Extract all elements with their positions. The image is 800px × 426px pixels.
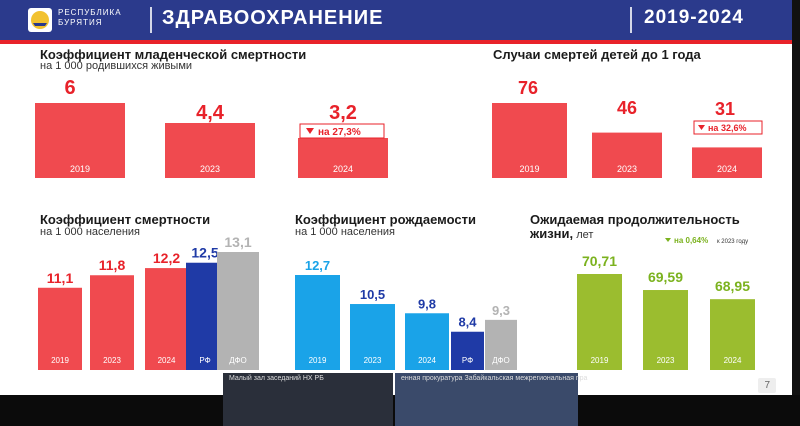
slide: РЕСПУБЛИКА БУРЯТИЯ ЗДРАВООХРАНЕНИЕ 2019-… xyxy=(0,0,792,395)
category-label: 2023 xyxy=(103,356,121,365)
value-label: 12,2 xyxy=(153,250,180,266)
bar xyxy=(405,313,449,370)
chart3-subtitle: на 1 000 населения xyxy=(40,226,140,238)
bar xyxy=(90,275,134,370)
category-label: 2019 xyxy=(591,356,609,365)
change-badge-text: на 27,3% xyxy=(318,127,361,138)
change-badge xyxy=(299,123,385,139)
video-caption: Малый зал заседаний НХ РБ xyxy=(229,375,324,382)
category-label: 2024 xyxy=(724,356,742,365)
value-label: 12,5 xyxy=(191,245,218,261)
arrow-down-icon xyxy=(306,128,314,134)
category-label: 2019 xyxy=(70,164,90,174)
bar xyxy=(492,103,567,178)
value-label: 13,1 xyxy=(224,234,251,250)
chart5-title: Ожидаемая продолжительность xyxy=(530,212,740,227)
bar xyxy=(577,274,622,370)
bar xyxy=(38,287,82,370)
value-label: 31 xyxy=(715,99,735,119)
value-label: 4,4 xyxy=(196,102,225,124)
change-badge-text: на 32,6% xyxy=(708,123,746,133)
category-label: 2024 xyxy=(158,356,176,365)
chart3-title: Коэффициент смертности xyxy=(40,212,211,227)
change-note-suffix: к 2023 году xyxy=(717,239,748,245)
category-label: 2024 xyxy=(717,164,737,174)
bar xyxy=(592,132,662,178)
video-caption: енная прокуратура Забайкальская межрегио… xyxy=(401,375,588,382)
category-label: ДФО xyxy=(492,356,510,365)
value-label: 69,59 xyxy=(648,269,683,285)
value-label: 11,1 xyxy=(47,270,74,286)
category-label: РФ xyxy=(462,356,473,365)
chart5-subtitle-unit: лет xyxy=(573,229,594,241)
bar xyxy=(451,331,484,370)
infant-deaths-chart: 2019 2023 2024 76 46 31 на 32,6% xyxy=(492,78,763,178)
category-label: 2023 xyxy=(617,164,637,174)
bar xyxy=(35,103,125,178)
value-label: 6 xyxy=(64,77,75,99)
category-label: 2024 xyxy=(333,164,353,174)
header-bar: РЕСПУБЛИКА БУРЯТИЯ ЗДРАВООХРАНЕНИЕ 2019-… xyxy=(0,0,792,40)
republic-emblem-icon xyxy=(28,8,52,32)
bar xyxy=(165,123,255,178)
header-divider xyxy=(150,7,152,33)
category-label: РФ xyxy=(199,356,210,365)
arrow-down-icon xyxy=(698,125,705,130)
value-label: 76 xyxy=(518,78,538,98)
category-label: 2023 xyxy=(364,356,382,365)
value-label: 9,8 xyxy=(418,296,436,311)
value-label: 10,5 xyxy=(360,287,385,302)
value-label: 9,3 xyxy=(492,303,510,318)
page-number: 7 xyxy=(758,378,776,393)
change-badge xyxy=(693,120,763,135)
value-label: 12,7 xyxy=(305,258,330,273)
value-label: 70,71 xyxy=(582,253,617,269)
category-label: 2024 xyxy=(418,356,436,365)
chart1-subtitle: на 1 000 родившихся живыми xyxy=(40,60,193,72)
category-label: 2019 xyxy=(51,356,69,365)
category-label: 2023 xyxy=(657,356,675,365)
value-label: 8,4 xyxy=(458,315,477,330)
bar xyxy=(692,147,762,178)
life-expectancy-chart: 2019 70,71 2023 69,59 2024 68,95 на 0,64% к 202… xyxy=(577,236,755,370)
bar xyxy=(643,290,688,370)
bar xyxy=(145,268,188,370)
arrow-down-icon xyxy=(665,238,671,242)
bar xyxy=(710,299,755,370)
chart4-subtitle: на 1 000 населения xyxy=(295,226,395,238)
birth-rate-chart: 2019 12,7 2023 10,5 2024 9,8 РФ 8,4 ДФО 9,3 xyxy=(295,258,517,370)
video-feed-right[interactable]: енная прокуратура Забайкальская межрегио… xyxy=(395,373,587,426)
header-divider xyxy=(630,7,632,33)
chart2-title: Случаи смертей детей до 1 года xyxy=(493,47,701,62)
accent-line xyxy=(0,40,792,44)
chart4-title: Коэффициент рождаемости xyxy=(295,212,476,227)
value-label: 46 xyxy=(617,98,637,118)
chart5-subtitle-bold: жизни, xyxy=(530,226,574,241)
chart5-subtitle: жизни, лет xyxy=(530,226,593,241)
value-label: 68,95 xyxy=(715,278,750,294)
value-label: 11,8 xyxy=(99,257,126,273)
chart1-title: Коэффициент младенческой смертности xyxy=(40,47,307,62)
period-label: 2019-2024 xyxy=(644,7,744,28)
infant-mortality-chart: 2019 2023 2024 6 4,4 3,2 на 27,3% xyxy=(35,77,388,178)
category-label: 2023 xyxy=(200,164,220,174)
change-note-value: на 0,64% xyxy=(674,236,708,245)
bar xyxy=(298,138,388,178)
video-feed-left[interactable]: Малый зал заседаний НХ РБ xyxy=(223,373,393,426)
category-label: 2019 xyxy=(519,164,539,174)
mortality-rate-chart: 2019 11,1 2023 11,8 2024 12,2 РФ 12,5 ДФО 13,1 xyxy=(38,234,259,370)
bar xyxy=(217,252,259,370)
value-label: 3,2 xyxy=(329,102,357,124)
bar xyxy=(485,319,517,370)
bar xyxy=(350,304,395,370)
category-label: ДФО xyxy=(229,356,247,365)
page-title: ЗДРАВООХРАНЕНИЕ xyxy=(162,7,384,29)
category-label: 2019 xyxy=(309,356,327,365)
bar xyxy=(295,275,340,370)
logo-text: РЕСПУБЛИКА БУРЯТИЯ xyxy=(58,8,122,27)
